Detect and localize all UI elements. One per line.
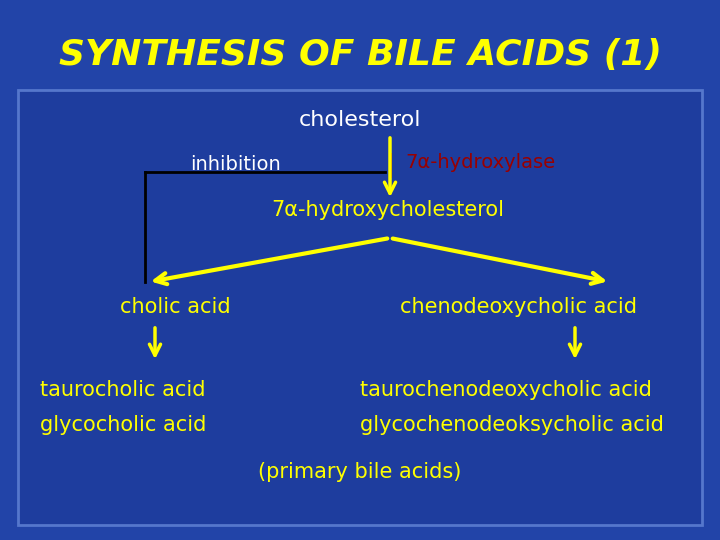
Text: SYNTHESIS OF BILE ACIDS (1): SYNTHESIS OF BILE ACIDS (1): [58, 38, 662, 72]
Text: taurocholic acid: taurocholic acid: [40, 380, 205, 400]
Text: inhibition: inhibition: [189, 156, 280, 174]
Text: 7α-hydroxylase: 7α-hydroxylase: [405, 153, 555, 172]
Text: glycocholic acid: glycocholic acid: [40, 415, 207, 435]
Text: glycochenodeoksycholic acid: glycochenodeoksycholic acid: [360, 415, 664, 435]
Text: 7α-hydroxycholesterol: 7α-hydroxycholesterol: [271, 200, 505, 220]
Bar: [18, 90, 702, 525]
Text: cholesterol: cholesterol: [299, 110, 421, 130]
Text: taurochenodeoxycholic acid: taurochenodeoxycholic acid: [360, 380, 652, 400]
Text: (primary bile acids): (primary bile acids): [258, 462, 462, 482]
Text: cholic acid: cholic acid: [120, 297, 230, 317]
Text: |: |: [385, 152, 395, 178]
Text: chenodeoxycholic acid: chenodeoxycholic acid: [400, 297, 637, 317]
